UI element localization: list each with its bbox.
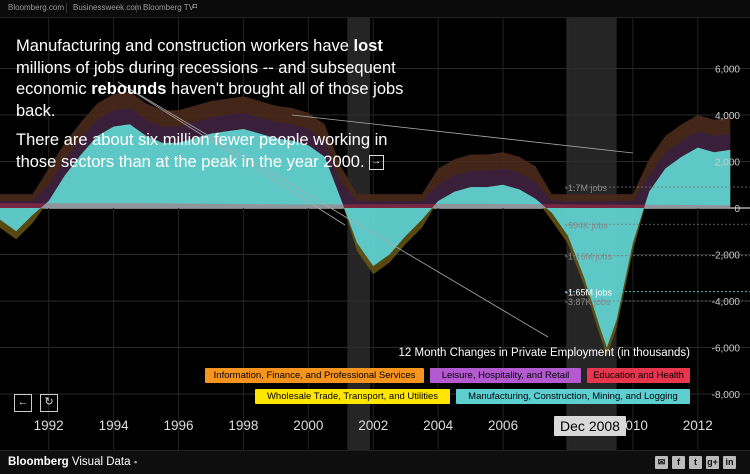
- divider: [66, 3, 67, 13]
- facebook-share-icon[interactable]: f: [672, 456, 685, 469]
- divider: [136, 3, 137, 13]
- linkedin-share-icon[interactable]: in: [723, 456, 736, 469]
- annotation-labels: -1.65M jobs-3.87K jobs -1.16M jobs -994K j…: [565, 183, 750, 307]
- y-tick-label: 2,000: [715, 158, 740, 169]
- area-manufacturing: [0, 124, 731, 348]
- twitter-share-icon[interactable]: t: [689, 456, 702, 469]
- bold-lost: lost: [353, 37, 383, 55]
- intro-paragraph-2: There are about six million fewer people…: [16, 131, 388, 171]
- callout-line: [117, 81, 346, 226]
- footer-bar: Bloomberg Visual Data ▪ ✉ f t g+ in: [0, 450, 750, 474]
- date-indicator-badge[interactable]: Dec 2008: [554, 416, 626, 436]
- callout-line: [291, 114, 634, 154]
- annotation-label: -3.87K jobs: [565, 297, 611, 307]
- legend-info-finance[interactable]: Information, Finance, and Professional S…: [205, 368, 424, 383]
- annotation-label: -1.65M jobs: [565, 288, 613, 298]
- businessweek-link[interactable]: Businessweek.com: [73, 3, 142, 12]
- x-tick-label: 1992: [33, 418, 64, 433]
- intro-paragraph-1: Manufacturing and construction workers h…: [16, 37, 404, 120]
- top-navigation-bar: Bloomberg.com Businessweek.com Bloomberg…: [0, 0, 750, 18]
- callout-line: [117, 81, 549, 338]
- chart-areas: [0, 91, 731, 356]
- x-tick-label: 2012: [682, 418, 713, 433]
- y-tick-label: -4,000: [712, 297, 741, 308]
- back-arrow-icon[interactable]: ←: [14, 394, 32, 412]
- legend-education-health[interactable]: Education and Health: [587, 368, 690, 383]
- annotation-label: -1.7M jobs: [565, 183, 608, 193]
- bloomberg-link[interactable]: Bloomberg.com: [8, 3, 65, 12]
- y-tick-label: -6,000: [712, 344, 741, 355]
- x-tick-label: 2004: [423, 418, 454, 433]
- bloomberg-logo: Bloomberg Visual Data: [8, 456, 131, 468]
- x-tick-label: 1994: [98, 418, 129, 433]
- external-link-icon: ◘: [193, 3, 198, 10]
- email-share-icon[interactable]: ✉: [655, 456, 668, 469]
- y-tick-label: 0: [734, 204, 740, 215]
- legend-leisure-hospitality[interactable]: Leisure, Hospitality, and Retail: [430, 368, 581, 383]
- legend-title: 12 Month Changes in Private Employment (…: [398, 347, 691, 359]
- legend-manufacturing[interactable]: Manufacturing, Construction, Mining, and…: [456, 389, 690, 404]
- googleplus-share-icon[interactable]: g+: [706, 456, 719, 469]
- bold-rebounds: rebounds: [91, 80, 167, 98]
- area-education-health: [0, 203, 731, 208]
- x-tick-label: 2002: [358, 418, 389, 433]
- annotation-label: -1.16M jobs: [565, 252, 613, 262]
- employment-chart[interactable]: 6,0004,0002,0000-2,000-4,000-6,000-8,000…: [0, 18, 750, 450]
- annotation-label: -994K jobs: [565, 220, 609, 230]
- intro-text: Manufacturing and construction workers h…: [16, 36, 408, 181]
- x-tick-label: 2000: [293, 418, 324, 433]
- y-tick-label: 4,000: [715, 111, 740, 122]
- y-tick-label: 6,000: [715, 65, 740, 76]
- y-tick-label: -8,000: [712, 390, 741, 401]
- next-arrow-icon[interactable]: →: [368, 154, 384, 170]
- x-tick-label: 1996: [163, 418, 194, 433]
- x-tick-label: 2006: [488, 418, 519, 433]
- legend-wholesale-trade[interactable]: Wholesale Trade, Transport, and Utilitie…: [255, 389, 450, 404]
- x-tick-label: 1998: [228, 418, 259, 433]
- annotation-lines: [117, 81, 634, 338]
- bloomberg-tv-link[interactable]: Bloomberg TV: [143, 3, 194, 12]
- comment-icon[interactable]: ▪: [134, 457, 138, 467]
- reset-icon[interactable]: ↻: [40, 394, 58, 412]
